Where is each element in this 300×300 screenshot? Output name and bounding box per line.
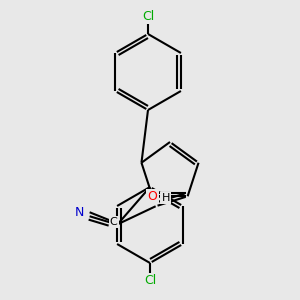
Text: O: O (147, 190, 157, 203)
Text: Cl: Cl (142, 10, 154, 22)
Text: H: H (161, 193, 170, 203)
Text: N: N (75, 206, 84, 219)
Text: Cl: Cl (144, 274, 156, 287)
Text: C: C (110, 217, 118, 227)
